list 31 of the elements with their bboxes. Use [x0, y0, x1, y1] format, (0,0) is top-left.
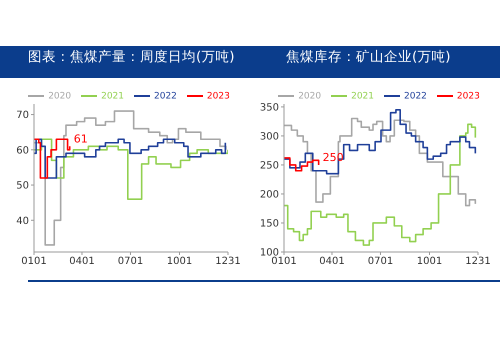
x-tick-label: 1231 [215, 256, 241, 268]
data-label: 250 [322, 150, 344, 164]
chart-title: 图表：焦煤产量：周度日均(万吨) [28, 48, 235, 66]
legend-label: 2022 [404, 91, 427, 102]
legend-label: 2021 [101, 91, 124, 102]
legend-label: 2020 [48, 91, 72, 102]
x-tick-label: 1001 [166, 256, 192, 268]
y-tick-label: 50 [16, 180, 29, 192]
chart-title: 焦煤库存：矿山企业(万吨) [286, 48, 451, 66]
y-tick-label: 150 [260, 218, 279, 230]
y-tick-label: 40 [16, 216, 29, 227]
legend-label: 2022 [154, 91, 177, 102]
data-label: 61 [74, 132, 88, 146]
x-tick-label: 0701 [118, 256, 144, 268]
x-tick-label: 0101 [21, 256, 47, 268]
legend-label: 2023 [206, 91, 230, 102]
x-tick-label: 0401 [69, 256, 95, 268]
y-tick-label: 300 [260, 131, 279, 142]
y-tick-label: 60 [16, 145, 29, 156]
x-tick-label: 0101 [271, 256, 297, 268]
legend-label: 2023 [456, 91, 480, 102]
x-tick-label: 1001 [416, 256, 442, 268]
legend-label: 2020 [298, 91, 322, 102]
y-tick-label: 350 [260, 102, 279, 114]
x-tick-label: 0701 [368, 256, 394, 268]
x-tick-label: 1231 [465, 256, 491, 268]
x-tick-label: 0401 [319, 256, 345, 268]
y-tick-label: 70 [16, 110, 29, 122]
y-tick-label: 200 [260, 190, 279, 201]
y-tick-label: 250 [260, 160, 279, 172]
legend-label: 2021 [351, 91, 374, 102]
